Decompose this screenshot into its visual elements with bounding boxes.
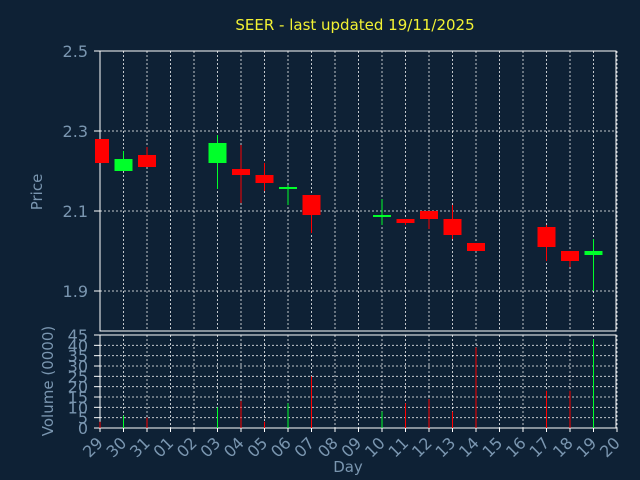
candle (232, 145, 250, 203)
candle-body (443, 219, 462, 235)
candle-body (537, 227, 556, 247)
volume-tick-label: 10 (68, 398, 88, 417)
candle-body (467, 243, 485, 251)
candle-body (302, 195, 321, 215)
day-tick-label: 20 (596, 433, 624, 461)
volume-axis-label: Volume (0000) (39, 326, 57, 436)
volume-tick-label: 0 (78, 419, 88, 438)
candle-body (208, 143, 227, 163)
candle-body (114, 159, 133, 171)
candle (467, 243, 485, 251)
candle (561, 251, 579, 267)
volume-tick-label: 35 (68, 347, 88, 366)
volume-tick-label: 30 (68, 357, 88, 376)
volume-tick-label: 15 (68, 388, 88, 407)
candle-body (396, 219, 415, 223)
candle (396, 219, 415, 225)
candle-body (232, 169, 250, 175)
day-axis-label: Day (333, 458, 363, 476)
volume-panel: 4540353025201510502930310102030405060708… (68, 326, 624, 461)
volume-tick-label: 5 (78, 409, 88, 428)
candle (255, 163, 274, 191)
price-axis-label: Price (28, 174, 46, 211)
candle (95, 139, 109, 163)
price-tick-label: 2.3 (63, 122, 88, 141)
price-tick-label: 2.1 (63, 202, 88, 221)
candle (208, 135, 227, 189)
candle (279, 185, 297, 205)
volume-tick-label: 40 (68, 336, 88, 355)
candle-body (255, 175, 274, 183)
price-panel: 2.5 2.3 2.1 1.9 (63, 42, 618, 332)
candle (443, 205, 462, 239)
candle (114, 151, 133, 171)
candle-body (561, 251, 579, 261)
candle (302, 195, 321, 233)
price-tick-label: 1.9 (63, 282, 88, 301)
volume-tick-label: 25 (68, 367, 88, 386)
volume-tick-label: 45 (68, 326, 88, 345)
candle-body (95, 139, 109, 163)
candle-body (279, 187, 297, 189)
candle-body (138, 155, 156, 167)
candle (373, 199, 391, 225)
candle (584, 239, 603, 291)
price-plot-frame (99, 50, 617, 332)
candle (138, 147, 156, 167)
volume-tick-label: 20 (68, 378, 88, 397)
chart-title: SEER - last updated 19/11/2025 (235, 16, 474, 34)
candle-body (584, 251, 603, 255)
candle (420, 211, 438, 229)
price-tick-label: 2.5 (63, 42, 88, 61)
candle-body (373, 215, 391, 217)
candle (537, 225, 556, 261)
candle-body (420, 211, 438, 219)
